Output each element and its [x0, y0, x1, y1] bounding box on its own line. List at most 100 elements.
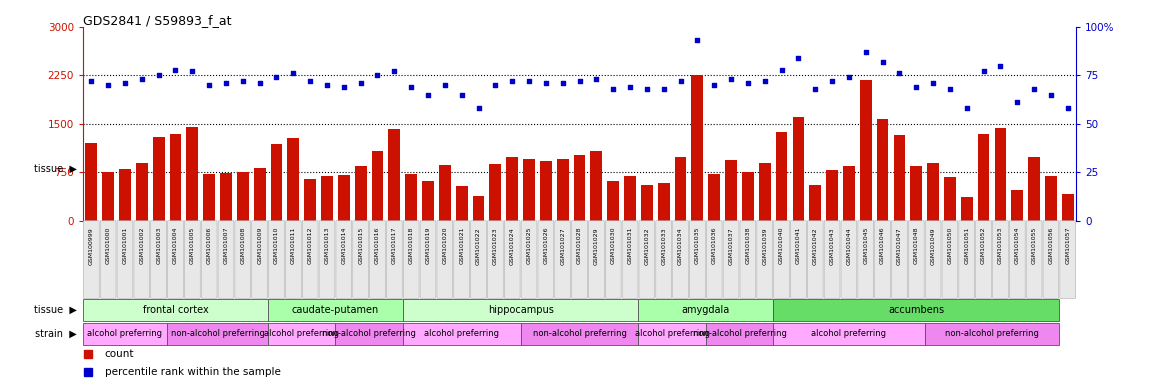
FancyBboxPatch shape	[100, 221, 116, 298]
FancyBboxPatch shape	[319, 221, 335, 298]
Text: GSM101039: GSM101039	[762, 227, 768, 265]
Point	[772, 66, 791, 73]
Bar	[270, 144, 282, 221]
Text: strain  ▶: strain ▶	[36, 329, 77, 339]
Bar	[338, 175, 350, 221]
Text: GSM101017: GSM101017	[391, 227, 397, 265]
Text: GSM101036: GSM101036	[711, 227, 717, 265]
Text: GSM101049: GSM101049	[930, 227, 936, 265]
Point	[503, 78, 521, 84]
Text: GSM101001: GSM101001	[122, 227, 128, 264]
Bar	[608, 181, 619, 221]
Text: caudate-putamen: caudate-putamen	[292, 305, 379, 315]
FancyBboxPatch shape	[1027, 221, 1042, 298]
Text: GSM101023: GSM101023	[493, 227, 498, 265]
FancyBboxPatch shape	[403, 300, 639, 321]
Bar	[439, 164, 451, 221]
Point	[1024, 86, 1043, 92]
Bar	[153, 137, 165, 221]
Bar	[961, 197, 973, 221]
FancyBboxPatch shape	[572, 221, 587, 298]
FancyBboxPatch shape	[252, 221, 267, 298]
Text: GSM101026: GSM101026	[543, 227, 548, 265]
Bar	[725, 160, 737, 221]
Point	[940, 86, 959, 92]
FancyBboxPatch shape	[605, 221, 622, 298]
Point	[806, 86, 824, 92]
Bar	[557, 159, 569, 221]
Text: GSM101040: GSM101040	[779, 227, 784, 265]
FancyBboxPatch shape	[672, 221, 688, 298]
Point	[571, 78, 589, 84]
FancyBboxPatch shape	[924, 323, 1059, 344]
FancyBboxPatch shape	[387, 221, 402, 298]
FancyBboxPatch shape	[908, 221, 924, 298]
FancyBboxPatch shape	[151, 221, 167, 298]
Point	[1059, 105, 1077, 111]
FancyBboxPatch shape	[504, 221, 520, 298]
Text: non-alcohol preferring: non-alcohol preferring	[693, 329, 786, 338]
FancyBboxPatch shape	[83, 221, 99, 298]
Text: GSM101052: GSM101052	[981, 227, 986, 265]
Point	[1008, 99, 1027, 106]
Bar	[826, 170, 838, 221]
Bar	[220, 173, 231, 221]
Bar	[169, 134, 182, 221]
Point	[284, 70, 303, 76]
Bar	[742, 172, 754, 221]
Text: alcohol preferring: alcohol preferring	[87, 329, 162, 338]
FancyBboxPatch shape	[588, 221, 604, 298]
Bar	[708, 174, 721, 221]
FancyBboxPatch shape	[168, 221, 183, 298]
FancyBboxPatch shape	[83, 323, 167, 344]
Point	[82, 78, 100, 84]
Text: GSM101012: GSM101012	[307, 227, 313, 265]
FancyBboxPatch shape	[959, 221, 975, 298]
Text: non-alcohol preferring: non-alcohol preferring	[533, 329, 626, 338]
Text: non-alcohol preferring: non-alcohol preferring	[945, 329, 1039, 338]
Point	[688, 37, 707, 43]
Bar	[304, 179, 317, 221]
Bar	[186, 127, 198, 221]
Bar	[1028, 157, 1041, 221]
Point	[368, 72, 387, 78]
Text: frontal cortex: frontal cortex	[143, 305, 208, 315]
FancyBboxPatch shape	[335, 323, 403, 344]
Text: GSM101014: GSM101014	[342, 227, 346, 265]
Text: GSM101015: GSM101015	[358, 227, 364, 264]
Text: GSM101002: GSM101002	[139, 227, 144, 265]
FancyBboxPatch shape	[639, 300, 773, 321]
Point	[183, 68, 201, 74]
Text: tissue  ▶: tissue ▶	[35, 164, 77, 174]
Text: GSM101020: GSM101020	[442, 227, 448, 265]
FancyBboxPatch shape	[117, 221, 132, 298]
Point	[150, 72, 168, 78]
FancyBboxPatch shape	[268, 300, 403, 321]
Point	[1042, 92, 1060, 98]
FancyBboxPatch shape	[824, 221, 840, 298]
Point	[470, 105, 488, 111]
Text: GSM101056: GSM101056	[1049, 227, 1053, 264]
FancyBboxPatch shape	[521, 221, 536, 298]
Text: GSM101030: GSM101030	[611, 227, 616, 265]
Point	[706, 82, 724, 88]
Point	[267, 74, 285, 80]
FancyBboxPatch shape	[453, 221, 470, 298]
Text: GSM101025: GSM101025	[526, 227, 532, 265]
FancyBboxPatch shape	[538, 221, 554, 298]
Point	[604, 86, 623, 92]
FancyBboxPatch shape	[303, 221, 318, 298]
Bar	[793, 118, 805, 221]
Text: GSM101044: GSM101044	[846, 227, 852, 265]
FancyBboxPatch shape	[437, 221, 452, 298]
Point	[554, 80, 572, 86]
Bar	[977, 134, 990, 221]
Text: GSM101031: GSM101031	[627, 227, 633, 265]
Text: GSM101038: GSM101038	[746, 227, 750, 265]
Text: alcohol preferring: alcohol preferring	[811, 329, 886, 338]
Text: alcohol preferring: alcohol preferring	[265, 329, 340, 338]
FancyBboxPatch shape	[773, 323, 924, 344]
Bar	[321, 175, 333, 221]
Bar	[674, 157, 686, 221]
Bar	[102, 172, 114, 221]
